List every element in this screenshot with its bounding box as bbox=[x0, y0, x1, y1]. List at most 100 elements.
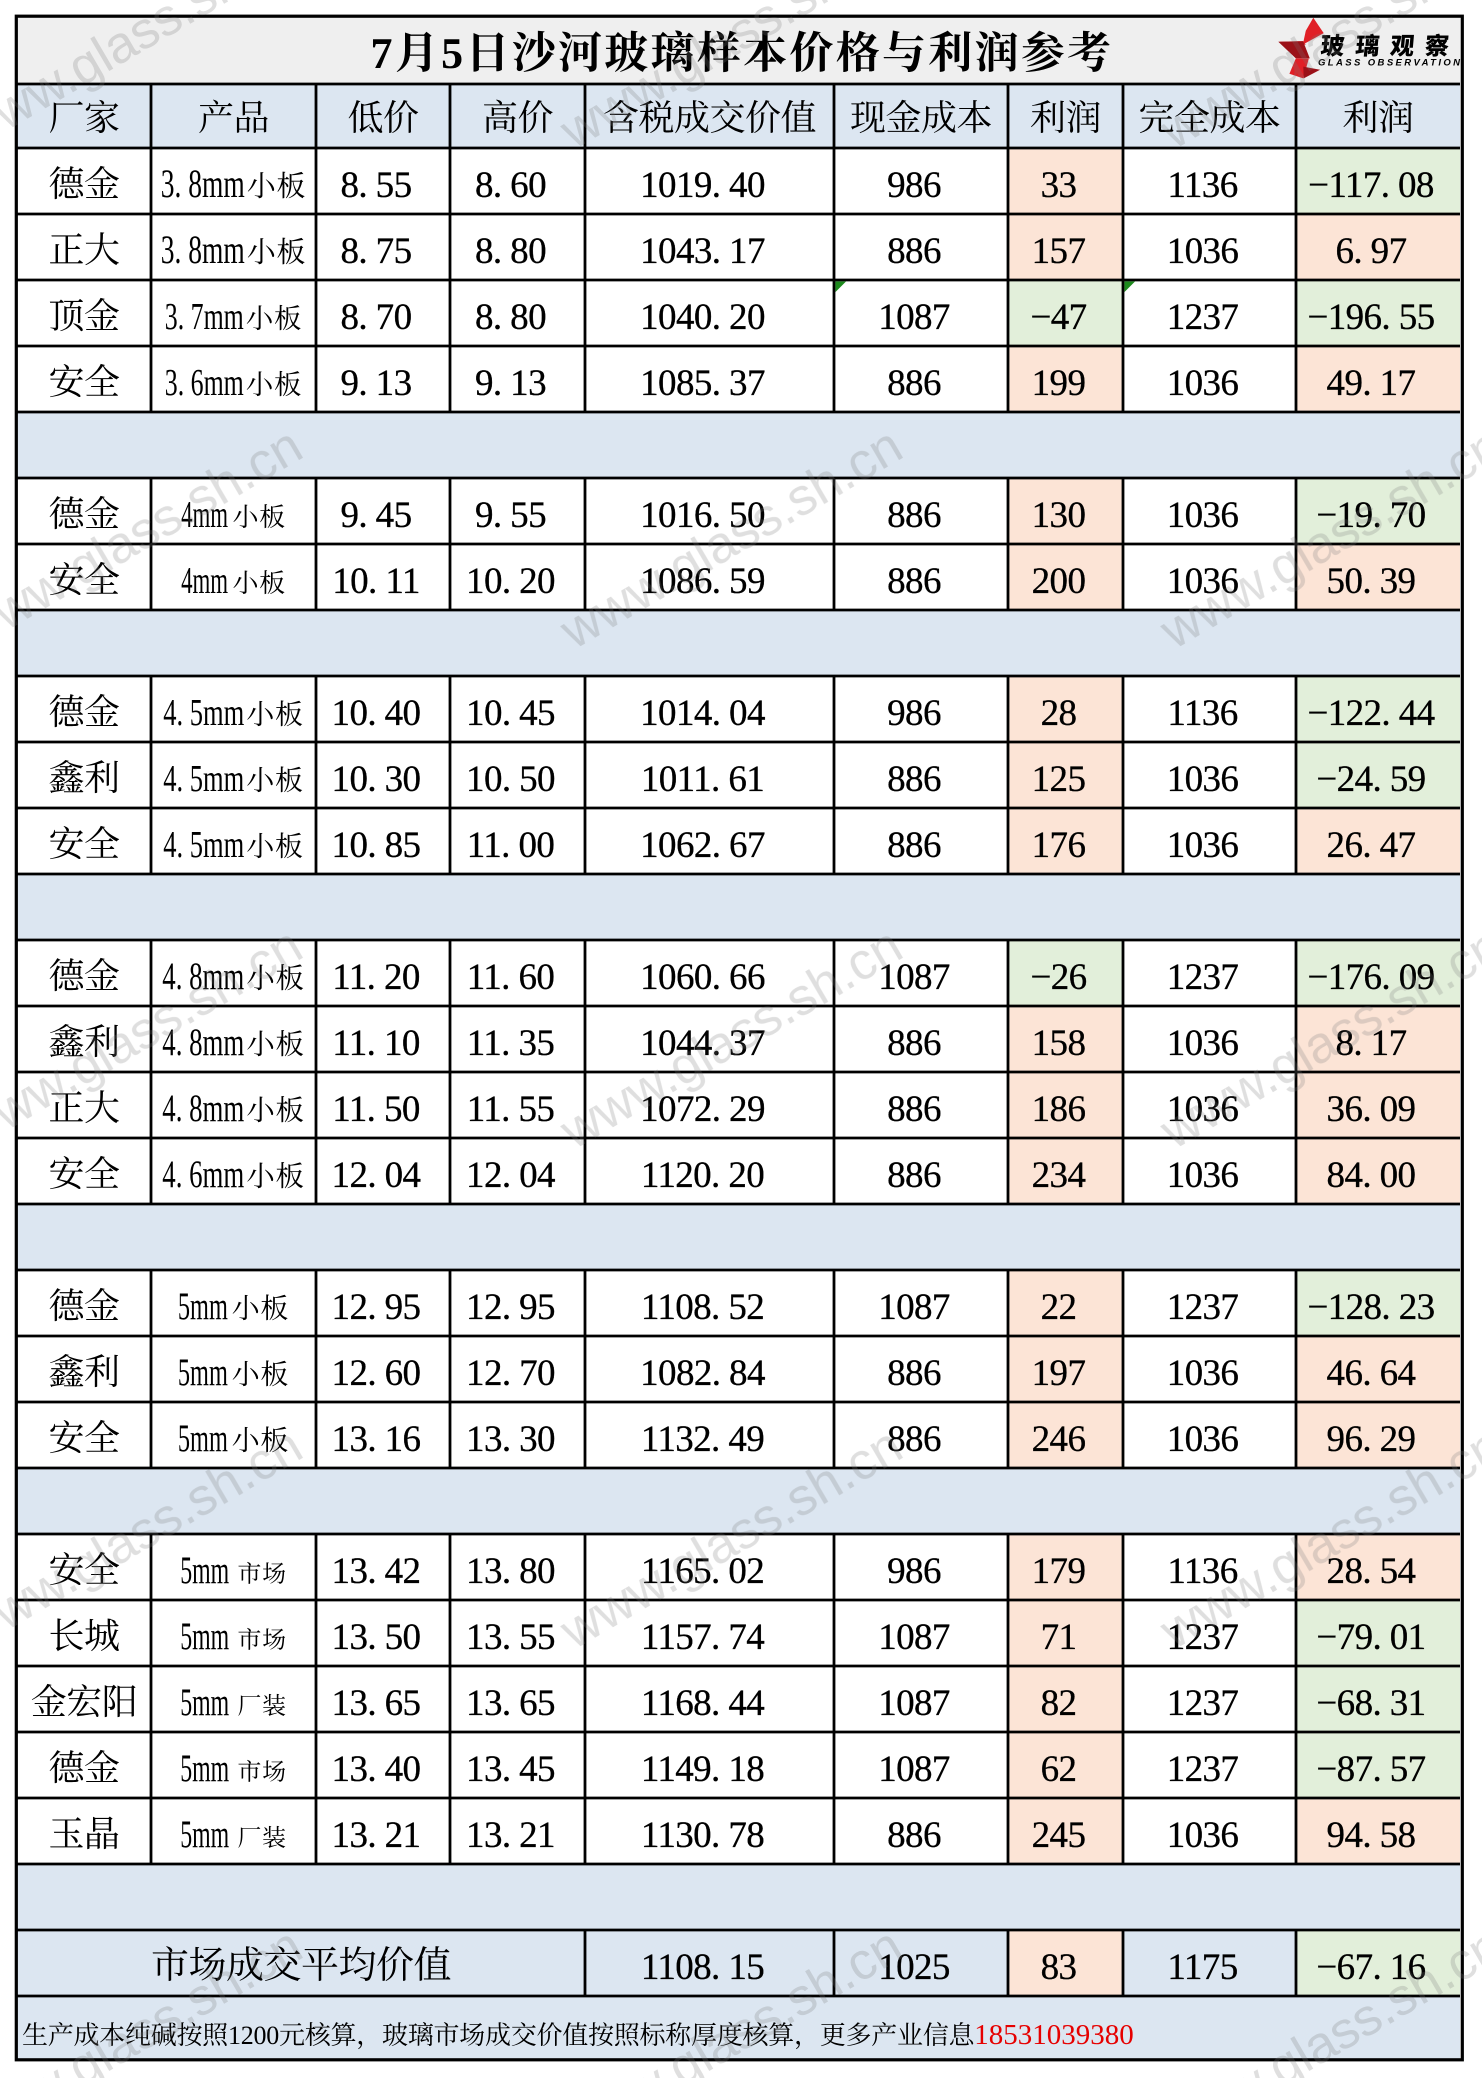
svg-text:1060. 66: 1060. 66 bbox=[640, 957, 765, 998]
svg-text:−68. 31: −68. 31 bbox=[1316, 1683, 1425, 1724]
svg-text:4. 6mm: 4. 6mm bbox=[162, 1153, 244, 1196]
svg-text:1108. 15: 1108. 15 bbox=[641, 1947, 764, 1988]
svg-text:234: 234 bbox=[1032, 1155, 1086, 1196]
svg-text:4mm: 4mm bbox=[181, 495, 228, 536]
svg-text:11. 50: 11. 50 bbox=[332, 1089, 420, 1130]
svg-text:1149. 18: 1149. 18 bbox=[641, 1749, 764, 1790]
svg-text:4. 8mm: 4. 8mm bbox=[162, 1021, 244, 1064]
svg-text:26. 47: 26. 47 bbox=[1327, 825, 1416, 866]
svg-text:3. 6mm: 3. 6mm bbox=[165, 363, 244, 404]
svg-text:245: 245 bbox=[1032, 1815, 1086, 1856]
svg-text:1237: 1237 bbox=[1167, 957, 1239, 998]
svg-text:886: 886 bbox=[887, 1023, 941, 1064]
svg-text:−47: −47 bbox=[1030, 297, 1086, 338]
svg-text:33: 33 bbox=[1041, 165, 1077, 206]
svg-text:9. 13: 9. 13 bbox=[340, 363, 411, 404]
svg-text:13. 50: 13. 50 bbox=[332, 1617, 421, 1658]
svg-text:4. 5mm: 4. 5mm bbox=[163, 824, 244, 866]
svg-text:50. 39: 50. 39 bbox=[1327, 561, 1416, 602]
svg-text:1036: 1036 bbox=[1167, 363, 1239, 404]
svg-text:3. 8mm: 3. 8mm bbox=[161, 227, 245, 272]
svg-text:1082. 84: 1082. 84 bbox=[640, 1353, 765, 1394]
svg-text:986: 986 bbox=[887, 693, 941, 734]
svg-text:8. 80: 8. 80 bbox=[475, 231, 546, 272]
svg-text:−87. 57: −87. 57 bbox=[1316, 1749, 1425, 1790]
svg-text:886: 886 bbox=[887, 1155, 941, 1196]
svg-text:13. 55: 13. 55 bbox=[466, 1617, 555, 1658]
svg-text:4. 5mm: 4. 5mm bbox=[163, 692, 244, 734]
svg-text:1087: 1087 bbox=[878, 1617, 950, 1658]
svg-text:9. 13: 9. 13 bbox=[475, 363, 546, 404]
svg-text:1036: 1036 bbox=[1167, 561, 1239, 602]
svg-text:246: 246 bbox=[1032, 1419, 1086, 1460]
svg-text:1036: 1036 bbox=[1167, 759, 1239, 800]
svg-text:179: 179 bbox=[1032, 1551, 1086, 1592]
svg-text:83: 83 bbox=[1041, 1947, 1077, 1988]
svg-text:1136: 1136 bbox=[1167, 165, 1237, 206]
svg-text:36. 09: 36. 09 bbox=[1327, 1089, 1416, 1130]
svg-text:1108. 52: 1108. 52 bbox=[641, 1287, 764, 1328]
svg-text:1036: 1036 bbox=[1167, 495, 1239, 536]
svg-text:1087: 1087 bbox=[878, 1287, 950, 1328]
svg-text:8. 17: 8. 17 bbox=[1335, 1023, 1406, 1064]
svg-text:1019. 40: 1019. 40 bbox=[640, 165, 765, 206]
svg-text:5mm: 5mm bbox=[178, 1350, 228, 1394]
svg-text:886: 886 bbox=[887, 759, 941, 800]
svg-text:1237: 1237 bbox=[1167, 1287, 1239, 1328]
svg-text:4. 8mm: 4. 8mm bbox=[162, 955, 244, 998]
svg-text:1014. 04: 1014. 04 bbox=[640, 693, 765, 734]
svg-text:11. 00: 11. 00 bbox=[467, 825, 555, 866]
svg-text:−67. 16: −67. 16 bbox=[1316, 1947, 1425, 1988]
svg-text:1168. 44: 1168. 44 bbox=[641, 1683, 764, 1724]
svg-text:10. 11: 10. 11 bbox=[332, 561, 420, 602]
svg-text:10. 20: 10. 20 bbox=[466, 561, 555, 602]
svg-text:886: 886 bbox=[887, 1815, 941, 1856]
svg-text:−128. 23: −128. 23 bbox=[1307, 1287, 1434, 1328]
svg-text:1011. 61: 1011. 61 bbox=[641, 759, 764, 800]
svg-text:9. 45: 9. 45 bbox=[340, 495, 411, 536]
svg-text:22: 22 bbox=[1041, 1287, 1077, 1328]
svg-text:1036: 1036 bbox=[1167, 1155, 1239, 1196]
svg-text:886: 886 bbox=[887, 1419, 941, 1460]
svg-text:1175: 1175 bbox=[1167, 1947, 1237, 1988]
svg-text:125: 125 bbox=[1032, 759, 1086, 800]
svg-text:1036: 1036 bbox=[1167, 825, 1239, 866]
svg-text:200: 200 bbox=[1032, 561, 1086, 602]
svg-text:5mm: 5mm bbox=[178, 1416, 228, 1460]
svg-text:1072. 29: 1072. 29 bbox=[640, 1089, 765, 1130]
svg-text:8. 75: 8. 75 bbox=[340, 231, 411, 272]
svg-text:4. 8mm: 4. 8mm bbox=[162, 1087, 244, 1130]
svg-text:13. 16: 13. 16 bbox=[332, 1419, 421, 1460]
svg-text:11. 55: 11. 55 bbox=[467, 1089, 555, 1130]
svg-text:1237: 1237 bbox=[1167, 1683, 1239, 1724]
svg-text:5mm: 5mm bbox=[180, 1813, 229, 1856]
svg-text:1130. 78: 1130. 78 bbox=[641, 1815, 764, 1856]
svg-text:13. 40: 13. 40 bbox=[332, 1749, 421, 1790]
svg-text:3. 7mm: 3. 7mm bbox=[165, 297, 244, 338]
svg-text:1136: 1136 bbox=[1167, 1551, 1237, 1592]
svg-text:1157. 74: 1157. 74 bbox=[641, 1617, 764, 1658]
svg-text:1132. 49: 1132. 49 bbox=[641, 1419, 764, 1460]
svg-text:28: 28 bbox=[1041, 693, 1077, 734]
svg-text:1016. 50: 1016. 50 bbox=[640, 495, 765, 536]
svg-text:10. 40: 10. 40 bbox=[332, 693, 421, 734]
svg-text:5mm: 5mm bbox=[180, 1549, 229, 1592]
svg-text:1086. 59: 1086. 59 bbox=[640, 561, 765, 602]
svg-text:1044. 37: 1044. 37 bbox=[640, 1023, 765, 1064]
svg-text:13. 21: 13. 21 bbox=[332, 1815, 421, 1856]
svg-text:13. 21: 13. 21 bbox=[466, 1815, 555, 1856]
svg-text:1062. 67: 1062. 67 bbox=[640, 825, 765, 866]
svg-text:1087: 1087 bbox=[878, 1683, 950, 1724]
svg-text:886: 886 bbox=[887, 495, 941, 536]
svg-text:1237: 1237 bbox=[1167, 1749, 1239, 1790]
svg-text:11. 10: 11. 10 bbox=[332, 1023, 420, 1064]
svg-text:1036: 1036 bbox=[1167, 1815, 1239, 1856]
svg-text:1087: 1087 bbox=[878, 1749, 950, 1790]
svg-text:12. 95: 12. 95 bbox=[332, 1287, 421, 1328]
svg-text:11. 60: 11. 60 bbox=[467, 957, 555, 998]
svg-text:1036: 1036 bbox=[1167, 1089, 1239, 1130]
svg-text:1165. 02: 1165. 02 bbox=[641, 1551, 764, 1592]
svg-text:13. 45: 13. 45 bbox=[466, 1749, 555, 1790]
svg-text:10. 85: 10. 85 bbox=[332, 825, 421, 866]
svg-text:4. 5mm: 4. 5mm bbox=[163, 758, 244, 800]
